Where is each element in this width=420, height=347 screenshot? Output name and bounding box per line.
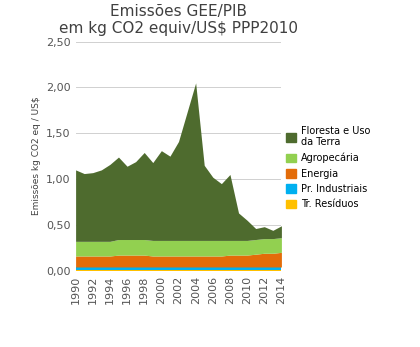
Title: Emissões GEE/PIB
em kg CO2 equiv/US$ PPP2010: Emissões GEE/PIB em kg CO2 equiv/US$ PPP… bbox=[59, 4, 298, 36]
Legend: Floresta e Uso
da Terra, Agropecária, Energia, Pr. Industriais, Tr. Resíduos: Floresta e Uso da Terra, Agropecária, En… bbox=[286, 126, 370, 209]
Y-axis label: Emissões kg CO2 eq / US$: Emissões kg CO2 eq / US$ bbox=[32, 97, 41, 215]
